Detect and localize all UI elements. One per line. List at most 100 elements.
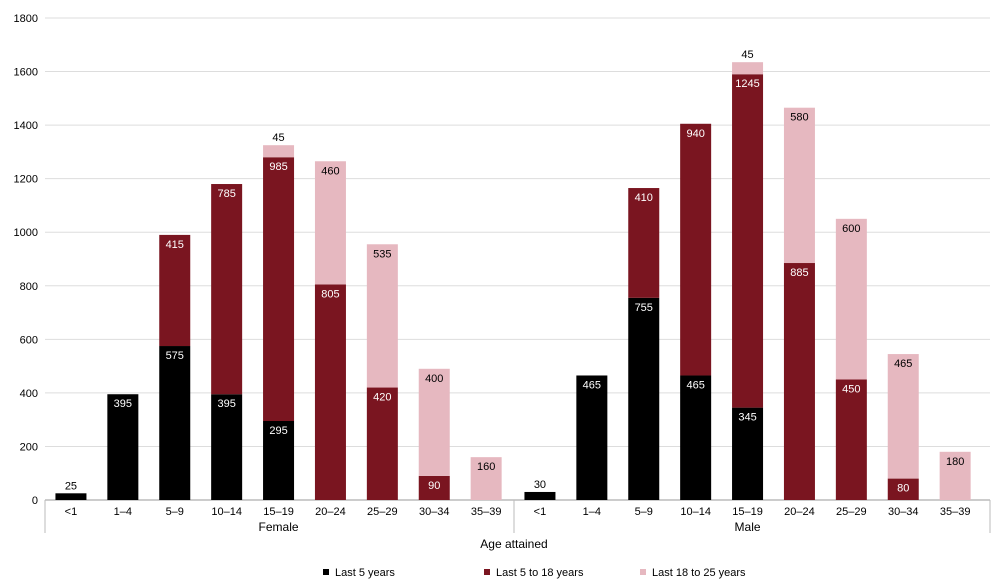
data-label: 395 bbox=[114, 398, 132, 410]
bar-segment bbox=[263, 145, 295, 158]
y-tick-label: 1400 bbox=[14, 120, 38, 132]
legend-label: Last 18 to 25 years bbox=[652, 567, 746, 579]
legend: Last 5 years Last 5 to 18 years Last 18 to… bbox=[323, 567, 746, 579]
y-tick-label: 800 bbox=[20, 281, 38, 293]
data-label: 805 bbox=[321, 288, 339, 300]
bar-segment bbox=[835, 379, 867, 500]
bar-segment bbox=[939, 451, 971, 500]
x-tick-label: 10–14 bbox=[680, 506, 711, 518]
data-label: 400 bbox=[425, 373, 443, 385]
bar-segment bbox=[524, 491, 556, 500]
bar-segment bbox=[418, 475, 450, 500]
data-label: 535 bbox=[373, 248, 391, 260]
x-tick-label: 10–14 bbox=[211, 506, 242, 518]
bar-segment bbox=[418, 368, 450, 476]
data-label: 415 bbox=[166, 239, 184, 251]
y-tick-label: 1600 bbox=[14, 67, 38, 79]
bar-segment bbox=[314, 284, 346, 500]
bar-segment bbox=[887, 478, 919, 500]
legend-swatch bbox=[323, 569, 329, 575]
data-label: 940 bbox=[686, 128, 704, 140]
bar-segment bbox=[628, 297, 660, 500]
data-label: 345 bbox=[738, 412, 756, 424]
data-label: 295 bbox=[269, 425, 287, 437]
y-tick-label: 200 bbox=[20, 441, 38, 453]
y-tick-label: 400 bbox=[20, 388, 38, 400]
x-axis-title: Age attained bbox=[480, 537, 547, 551]
y-tick-label: 1000 bbox=[14, 227, 38, 239]
data-label: 785 bbox=[217, 188, 235, 200]
data-label: 755 bbox=[635, 302, 653, 314]
y-tick-label: 0 bbox=[32, 495, 38, 507]
x-tick-label: 25–29 bbox=[836, 506, 867, 518]
bar-segment bbox=[263, 157, 295, 422]
x-tick-label: 35–39 bbox=[940, 506, 971, 518]
bars: 25 395 575 415 395 785 295 985 45 805 460 420 535 90 4… bbox=[55, 49, 971, 500]
y-axis-ticks: 0 200 400 600 800 1000 1200 1400 1600 1800 bbox=[14, 13, 38, 507]
bar-segment bbox=[55, 493, 87, 500]
x-tick-label: 5–9 bbox=[166, 506, 184, 518]
data-label: 885 bbox=[790, 267, 808, 279]
bar-segment bbox=[159, 346, 191, 500]
x-tick-label: 30–34 bbox=[419, 506, 450, 518]
bar-segment bbox=[211, 184, 243, 395]
bar-segment bbox=[107, 394, 139, 500]
bar-segment bbox=[628, 188, 660, 298]
data-label: 580 bbox=[790, 112, 808, 124]
gridlines bbox=[45, 17, 990, 501]
y-tick-label: 600 bbox=[20, 334, 38, 346]
x-tick-label: 20–24 bbox=[315, 506, 346, 518]
legend-label: Last 5 to 18 years bbox=[496, 567, 584, 579]
bar-segment bbox=[732, 74, 764, 408]
bar-segment bbox=[576, 375, 608, 500]
bar-segment bbox=[263, 421, 295, 500]
x-tick-label: 15–19 bbox=[263, 506, 294, 518]
data-label: 180 bbox=[946, 456, 964, 468]
data-label: 420 bbox=[373, 392, 391, 404]
data-label: 600 bbox=[842, 223, 860, 235]
bar-segment bbox=[680, 375, 712, 500]
data-label: 450 bbox=[842, 384, 860, 396]
x-tick-label: 30–34 bbox=[888, 506, 919, 518]
y-tick-label: 1200 bbox=[14, 174, 38, 186]
bar-segment bbox=[783, 263, 815, 500]
data-label: 395 bbox=[217, 398, 235, 410]
bar-segment bbox=[680, 123, 712, 376]
data-label: 45 bbox=[741, 49, 753, 61]
data-label: 45 bbox=[272, 132, 284, 144]
x-tick-label: 5–9 bbox=[635, 506, 653, 518]
bar-segment bbox=[314, 161, 346, 285]
legend-label: Last 5 years bbox=[335, 567, 395, 579]
bar-segment bbox=[366, 387, 398, 500]
data-label: 465 bbox=[583, 379, 601, 391]
data-label: 410 bbox=[635, 192, 653, 204]
x-tick-label: 20–24 bbox=[784, 506, 815, 518]
x-axis: <1 1–4 5–9 10–14 15–19 20–24 25–29 30–34 35–39 Fe… bbox=[44, 500, 991, 534]
data-label: 80 bbox=[897, 483, 909, 495]
x-tick-label: 1–4 bbox=[114, 506, 132, 518]
bar-segment bbox=[887, 354, 919, 479]
data-label: 160 bbox=[477, 461, 495, 473]
bar-segment bbox=[470, 457, 502, 500]
group-label: Male bbox=[735, 520, 761, 534]
data-label: 25 bbox=[65, 480, 77, 492]
data-label: 30 bbox=[534, 479, 546, 491]
bar-segment bbox=[159, 234, 191, 347]
bar-segment bbox=[835, 218, 867, 380]
data-label: 985 bbox=[269, 161, 287, 173]
x-tick-label: 15–19 bbox=[732, 506, 763, 518]
x-tick-label: 25–29 bbox=[367, 506, 398, 518]
legend-swatch bbox=[484, 569, 490, 575]
data-label: 465 bbox=[894, 358, 912, 370]
bar-segment bbox=[732, 407, 764, 500]
bar-segment bbox=[783, 107, 815, 264]
y-tick-label: 1800 bbox=[14, 13, 38, 25]
x-tick-label: 1–4 bbox=[583, 506, 601, 518]
data-label: 465 bbox=[686, 379, 704, 391]
bar-segment bbox=[211, 394, 243, 500]
data-label: 575 bbox=[166, 350, 184, 362]
bar-segment bbox=[732, 62, 764, 75]
x-tick-label: <1 bbox=[534, 506, 547, 518]
data-label: 90 bbox=[428, 480, 440, 492]
